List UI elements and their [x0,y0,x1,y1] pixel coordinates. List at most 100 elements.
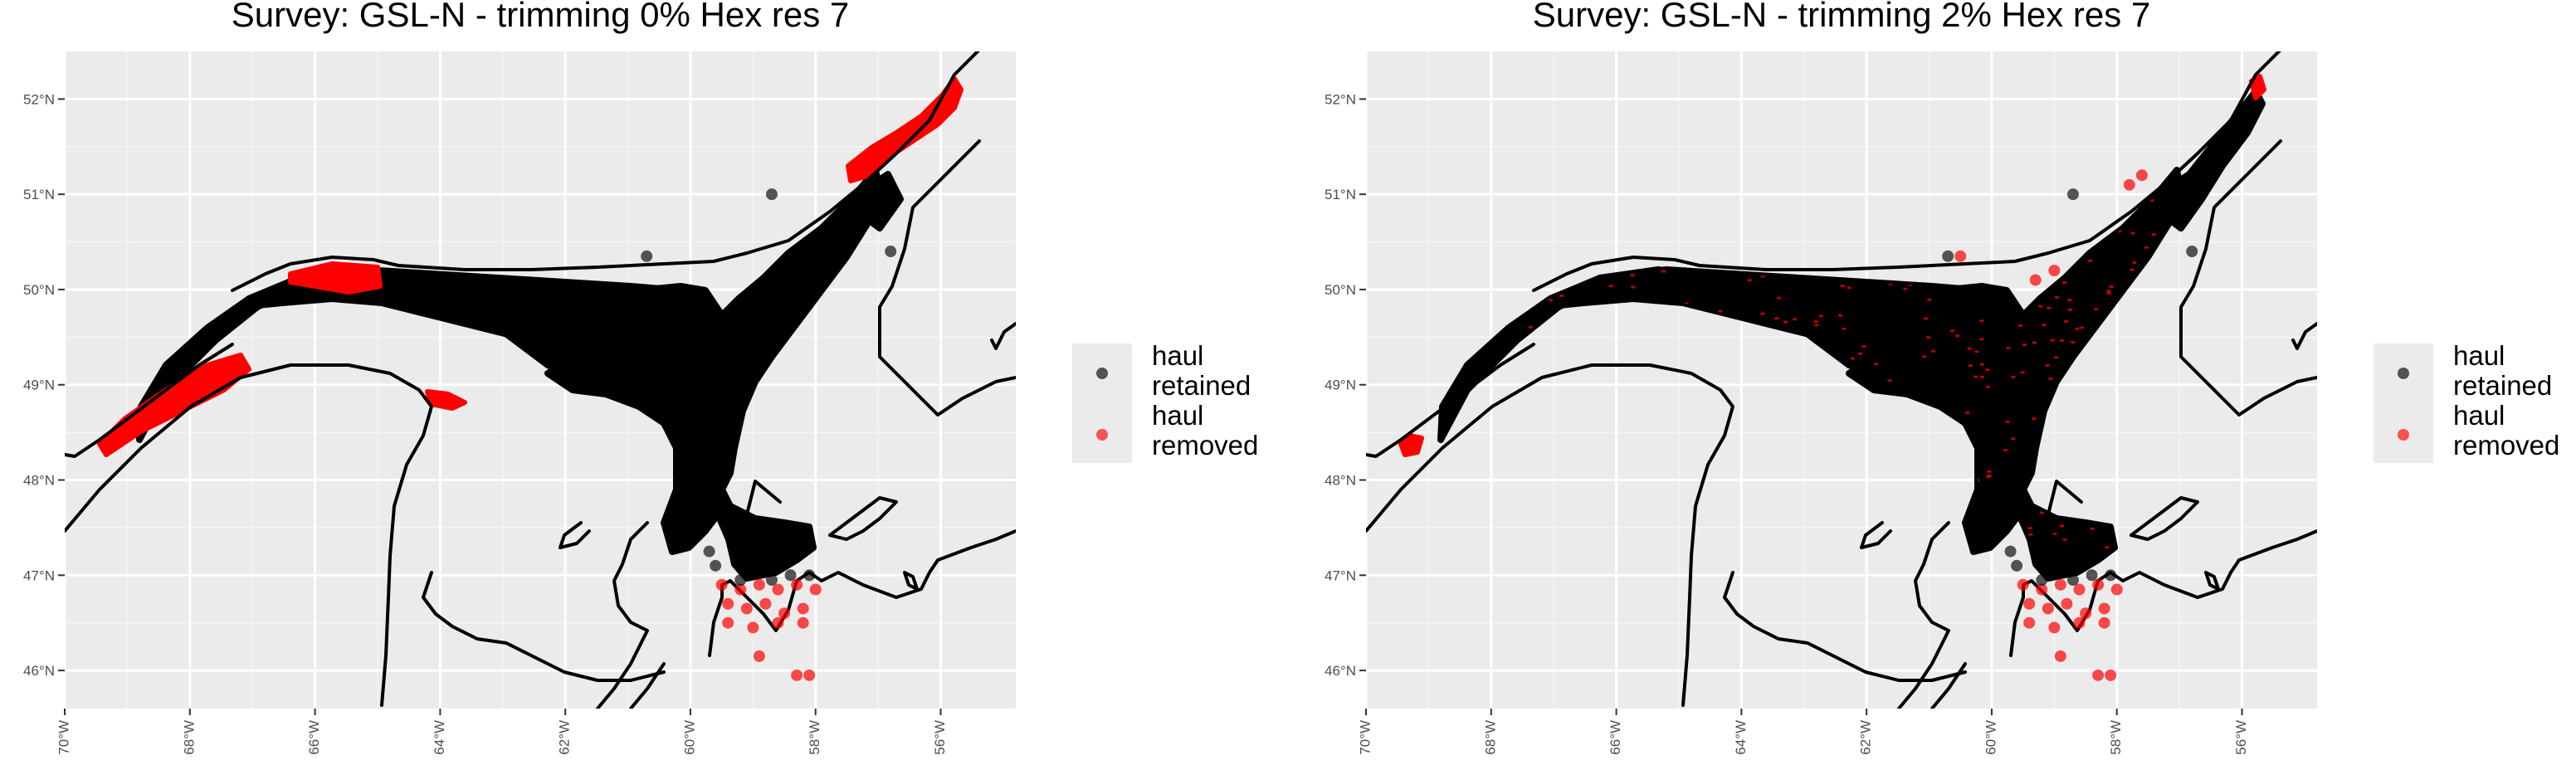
removed-haul-speckle [1718,309,1723,313]
retained-haul-point [2011,559,2023,572]
removed-haul-speckle [2020,371,2025,374]
retained-haul-point [641,250,653,262]
removed-haul-speckle [2039,511,2044,514]
removed-haul-speckle [2130,231,2135,235]
removed-cluster-estuary [1398,433,1424,457]
retained-haul-point [2066,574,2079,587]
removed-haul-speckle [1987,470,1992,473]
removed-haul-speckle [2064,319,2069,323]
removed-haul-point [2029,274,2042,286]
removed-haul-speckle [1973,375,1978,378]
removed-haul-point [753,650,765,662]
x-tick-label: 68°W [181,720,197,755]
retained-haul-point [1942,250,1954,262]
y-tick-label: 50°N [23,282,55,298]
removed-haul-point [2092,578,2105,591]
removed-haul-speckle [2075,327,2080,330]
removed-haul-speckle [1813,320,1818,324]
removed-haul-speckle [2018,324,2023,327]
removed-haul-speckle [1842,327,1847,330]
map-panel-trimming-2: Survey: GSL-N - trimming 2% Hex res 7 [1325,0,2559,755]
removed-haul-speckle [1760,275,1765,278]
x-tick-label: 62°W [1858,720,1874,755]
removed-haul-speckle [1979,363,1984,366]
removed-haul-speckle [1548,299,1553,302]
grid-minor-lines [1366,51,2317,709]
removed-haul-speckle [1861,344,1866,348]
y-tick-label: 52°N [23,91,55,107]
removed-haul-point [2135,169,2148,182]
removed-haul-speckle [1874,363,1879,366]
legend-label-retained-line1: haul [2453,340,2505,371]
removed-haul-point [2054,578,2066,591]
x-tick-label: 62°W [557,720,573,755]
retained-hauls-points [1942,188,2198,587]
removed-haul-speckle [2152,233,2157,236]
removed-haul-speckle [1777,296,1782,300]
y-tick-label: 47°N [1325,568,1356,583]
retained-haul-point [2086,569,2098,582]
removed-haul-speckle [1774,317,1779,320]
removed-haul-speckle [2038,304,2043,308]
removed-haul-speckle [1850,357,1855,360]
removed-haul-point [791,669,803,681]
removed-haul-speckle [1968,364,1973,368]
removed-haul-speckle [1967,347,1972,350]
retained-haul-point [2105,569,2117,582]
removed-haul-speckle [1923,317,1928,320]
removed-haul-speckle [2080,326,2085,329]
y-tick-label: 46°N [23,663,55,679]
removed-haul-speckle [2005,421,2010,424]
removed-haul-speckle [2094,308,2099,311]
retained-hauls-gulf-center [544,167,883,582]
removed-haul-speckle [2062,538,2067,541]
removed-haul-speckle [2055,295,2060,299]
removed-cluster-north-shore [288,261,383,295]
x-tick-label: 60°W [1983,720,1998,755]
x-tick-label: 70°W [1357,720,1373,755]
removed-haul-speckle [2054,356,2059,359]
removed-haul-speckle [2022,343,2027,347]
removed-haul-speckle [1760,312,1765,315]
removed-haul-point [772,616,784,629]
coastline [1366,51,2317,709]
legend-label-removed-line2: removed [2453,430,2559,460]
x-tick-label: 56°W [932,720,948,755]
removed-haul-speckle [1926,336,1931,339]
removed-haul-speckle [2130,268,2134,271]
x-tick-label: 64°W [432,720,447,755]
legend: haul retained haul removed [1072,340,1258,463]
removed-haul-point [2123,178,2135,191]
retained-hauls-points [641,188,897,587]
retained-haul-point [2066,188,2079,201]
removed-haul-point [747,621,759,634]
removed-haul-speckle [1987,474,1992,477]
removed-haul-speckle [1858,352,1863,355]
retained-haul-point [2036,574,2048,587]
removed-haul-speckle [1661,270,1666,273]
removed-haul-speckle [1979,375,1984,378]
panel-title: Survey: GSL-N - trimming 0% Hex res 7 [232,0,850,34]
removed-haul-speckle [1684,302,1689,305]
removed-haul-speckle [1838,314,1843,317]
x-axis-ticks: 70°W 68°W 66°W 64°W 62°W 60°W 58°W 56°W [56,709,948,755]
retained-haul-point [885,246,897,258]
x-axis-ticks: 70°W 68°W 66°W 64°W 62°W 60°W 58°W 56°W [1357,709,2249,755]
removed-haul-speckle [2067,308,2072,311]
retained-haul-point [765,188,778,201]
removed-haul-speckle [2006,346,2011,349]
removed-haul-speckle [2060,524,2065,528]
removed-haul-speckle [2149,199,2154,202]
removed-haul-speckle [1559,295,1564,298]
removed-haul-speckle [1922,355,1927,358]
y-tick-label: 47°N [23,568,55,583]
removed-haul-speckle [1631,285,1636,289]
removed-haul-point [734,583,747,596]
removed-haul-speckle [1930,349,1935,353]
removed-haul-speckle [1974,350,1979,353]
removed-haul-speckle [2059,339,2064,342]
removed-haul-point [791,578,803,591]
retained-haul-point [703,545,715,558]
legend-label-retained-line2: retained [2453,370,2552,401]
